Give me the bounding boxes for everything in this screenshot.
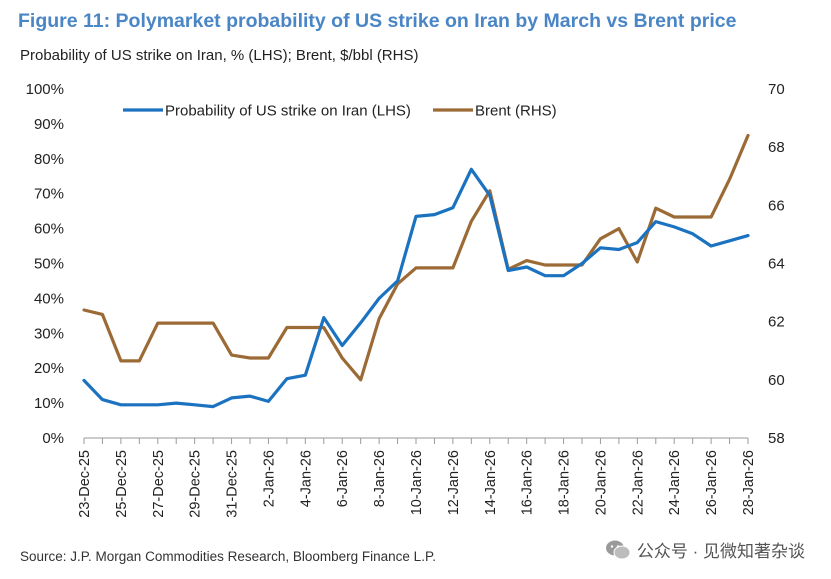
y-left-tick-label: 50% <box>34 256 64 273</box>
x-tick-label: 23-Dec-25 <box>77 450 93 518</box>
x-tick-label: 26-Jan-26 <box>704 450 720 515</box>
y-right-tick-label: 66 <box>768 197 785 214</box>
x-tick-label: 18-Jan-26 <box>557 450 573 515</box>
x-tick-label: 10-Jan-26 <box>409 450 425 515</box>
y-left-tick-label: 0% <box>42 430 64 447</box>
x-tick-label: 16-Jan-26 <box>520 450 536 515</box>
wechat-icon <box>605 540 631 559</box>
y-left-tick-label: 90% <box>34 116 64 133</box>
y-left-tick-label: 10% <box>34 395 64 412</box>
y-right-tick-label: 62 <box>768 314 785 331</box>
probability-series-line <box>82 167 750 409</box>
y-right-tick-label: 60 <box>768 372 785 389</box>
y-left-tick-label: 70% <box>34 186 64 203</box>
source-note: Source: J.P. Morgan Commodities Research… <box>20 549 436 564</box>
y-left-tick-label: 100% <box>26 81 64 98</box>
y-right-tick-label: 70 <box>768 81 785 98</box>
x-tick-label: 2-Jan-26 <box>261 450 277 507</box>
x-tick-label: 31-Dec-25 <box>225 450 241 518</box>
y-left-tick-label: 60% <box>34 221 64 238</box>
y-left-tick-label: 80% <box>34 151 64 168</box>
axes: 23-Dec-25 25-Dec-25 27-Dec-25 29-Dec-25 31-D… <box>26 81 785 518</box>
watermark-text: 公众号 · 见微知著杂谈 <box>636 542 805 561</box>
x-tick-label: 28-Jan-26 <box>741 450 757 515</box>
x-tick-label: 6-Jan-26 <box>335 450 351 507</box>
chart-subtitle: Probability of US strike on Iran, % (LHS… <box>20 47 419 64</box>
x-tick-label: 20-Jan-26 <box>593 450 609 515</box>
x-tick-label: 4-Jan-26 <box>298 450 314 507</box>
series-lines <box>82 133 750 409</box>
watermark: 公众号 · 见微知著杂谈 <box>605 537 805 562</box>
y-left-tick-label: 30% <box>34 325 64 342</box>
chart-title: Figure 11: Polymarket probability of US … <box>18 10 737 32</box>
x-tick-label: 29-Dec-25 <box>188 450 204 518</box>
y-left-tick-label: 40% <box>34 290 64 307</box>
x-tick-label: 14-Jan-26 <box>483 450 499 515</box>
legend: Probability of US strike on Iran (LHS) Br… <box>123 103 557 120</box>
legend-item-brent-label: Brent (RHS) <box>475 103 557 120</box>
x-tick-label: 27-Dec-25 <box>151 450 167 518</box>
x-tick-label: 24-Jan-26 <box>667 450 683 515</box>
x-tick-label: 22-Jan-26 <box>630 450 646 515</box>
y-left-tick-label: 20% <box>34 360 64 377</box>
brent-series-line <box>82 133 750 382</box>
y-right-tick-label: 64 <box>768 256 785 273</box>
x-tick-label: 8-Jan-26 <box>372 450 388 507</box>
x-tick-label: 25-Dec-25 <box>114 450 130 518</box>
y-right-tick-label: 68 <box>768 139 785 156</box>
x-tick-label: 12-Jan-26 <box>446 450 462 515</box>
y-right-tick-label: 58 <box>768 430 785 447</box>
legend-item-probability-label: Probability of US strike on Iran (LHS) <box>165 103 411 120</box>
